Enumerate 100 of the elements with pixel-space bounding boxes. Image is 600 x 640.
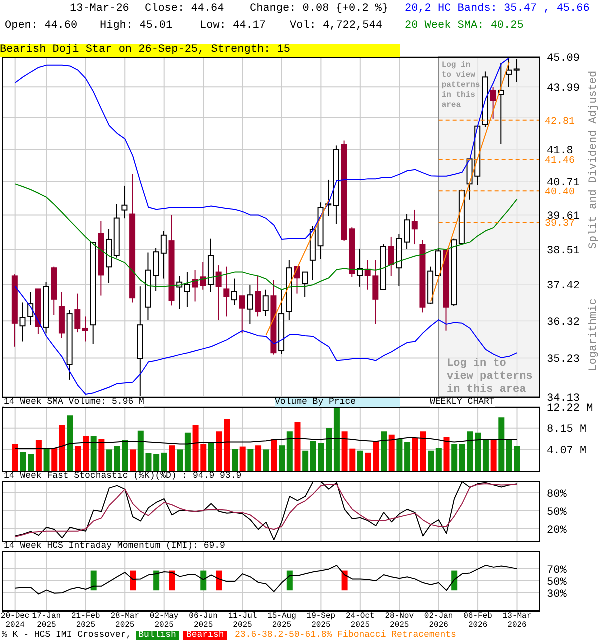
bar: [388, 434, 395, 471]
chart-title: 14 Week Fast Stochastic (%K)(%D) : 94.9 93.9: [4, 471, 242, 481]
chart-title: 14 Week HCS Intraday Momentum (IMI): 69.9: [4, 541, 226, 551]
x-tick-label: 19-Sep 2025: [306, 612, 336, 630]
text: Low: 44.17: [200, 20, 266, 32]
candlestick: [514, 58, 520, 83]
x-tick-label: 02-Jan 2026: [424, 612, 454, 630]
text: High: 45.01: [100, 20, 173, 32]
x-tick-label: 28-Mar 2025: [110, 612, 140, 630]
bar: [294, 422, 301, 471]
annotation: WEEKLY CHART: [430, 397, 495, 407]
bar: [75, 446, 82, 471]
y-tick-label: 20%: [547, 524, 568, 537]
bar: [90, 436, 97, 471]
bar: [256, 446, 262, 471]
bar: [12, 444, 18, 471]
y-tick-label: 45.09: [547, 52, 580, 65]
candlestick: [20, 302, 26, 342]
bar: [44, 448, 50, 471]
bar: [208, 442, 214, 471]
bar: [271, 439, 278, 471]
line-series: [14, 438, 518, 449]
annotation: Volume By Price: [275, 397, 356, 407]
y-tick-label: 41.8: [547, 145, 574, 158]
y-tick-label: 4.07 M: [547, 446, 587, 458]
bar: [498, 418, 505, 471]
x-tick-label: 06-Jun 2025: [189, 612, 218, 630]
candlestick: [232, 278, 238, 306]
bar: [302, 450, 309, 471]
candlestick: [302, 272, 308, 298]
line-series: [14, 58, 510, 240]
bar: [404, 442, 411, 471]
x-tick-label: 24-Oct 2025: [346, 612, 375, 630]
x-tick-label: 28-Nov 2025: [385, 612, 414, 630]
bar: [169, 446, 176, 471]
text: Logarithmic: [588, 298, 600, 372]
bar: [67, 416, 74, 471]
bar: [459, 444, 466, 471]
bar: [334, 407, 340, 471]
bar: [490, 440, 497, 471]
line-series: [14, 565, 518, 595]
y-tick-label: 38.51: [547, 245, 580, 258]
bar: [482, 440, 489, 471]
candlestick: [412, 209, 418, 246]
y-tick-label: 12.22 M: [547, 402, 594, 415]
candlestick: [388, 236, 394, 277]
bar: [98, 439, 105, 471]
y-tick-label: 37.42: [547, 280, 580, 293]
candlestick: [153, 248, 160, 292]
bar: [130, 450, 136, 471]
y-tick-label: 30%: [547, 588, 568, 601]
legend-title: % K - HCS IMI Crossover,: [2, 630, 132, 640]
x-tick-label: 11-Jul 2025: [228, 612, 258, 630]
candlestick: [239, 296, 246, 334]
text: Bearish Doji Star on 26-Sep-25, Strength: 15: [0, 44, 290, 56]
y-tick-label: 43.99: [547, 83, 580, 96]
x-tick-label: 21-Feb 2025: [72, 612, 101, 630]
bar: [279, 446, 286, 471]
text: Open: 44.60: [5, 20, 78, 32]
text: 23.6-38.2-50-61.8% Fibonacci Retracements: [235, 630, 456, 640]
bar: [263, 450, 270, 471]
bar: [428, 450, 434, 471]
bar: [240, 446, 246, 471]
candlestick: [74, 293, 81, 334]
x-tick-label: 15-Aug 2025: [268, 612, 297, 630]
bar: [106, 450, 113, 471]
text: 20,2 HC Bands: 35.47 , 45.66: [405, 3, 590, 15]
y-tick-label: 50%: [547, 576, 568, 589]
candlestick: [82, 316, 88, 342]
candlestick: [160, 230, 167, 280]
bar: [184, 432, 191, 471]
bar: [232, 449, 238, 471]
candlestick: [255, 276, 262, 318]
bar: [452, 444, 458, 471]
ref-line-label: 39.37: [545, 219, 576, 230]
y-tick-label: 50%: [547, 506, 568, 519]
annotation: Log in to view patterns in this area: [447, 358, 533, 396]
bar: [444, 436, 450, 471]
bar: [248, 449, 254, 471]
chart-title: 14 Week SMA Volume: 5.96 M: [4, 397, 144, 407]
y-tick-label: 80%: [547, 488, 568, 501]
x-tick-label: 20-Dec 2024: [0, 612, 30, 630]
bar: [514, 446, 520, 471]
candlestick: [247, 284, 254, 325]
x-tick-label: 06-Feb 2026: [464, 612, 493, 630]
bar: [396, 439, 403, 471]
ref-line-label: 42.81: [545, 116, 576, 128]
text: 13-Mar-26: [70, 3, 130, 15]
bar: [52, 448, 58, 471]
bar: [286, 432, 293, 471]
candlestick: [262, 289, 269, 317]
bar: [506, 439, 512, 471]
x-tick-label: 02-May 2025: [150, 612, 179, 630]
x-tick-label: 17-Jan 2025: [32, 612, 62, 630]
candlestick: [224, 266, 230, 318]
bar: [154, 454, 160, 471]
candlestick: [490, 86, 496, 120]
bar: [59, 425, 66, 471]
text: Close: 44.64: [145, 3, 224, 15]
bar: [357, 450, 364, 471]
